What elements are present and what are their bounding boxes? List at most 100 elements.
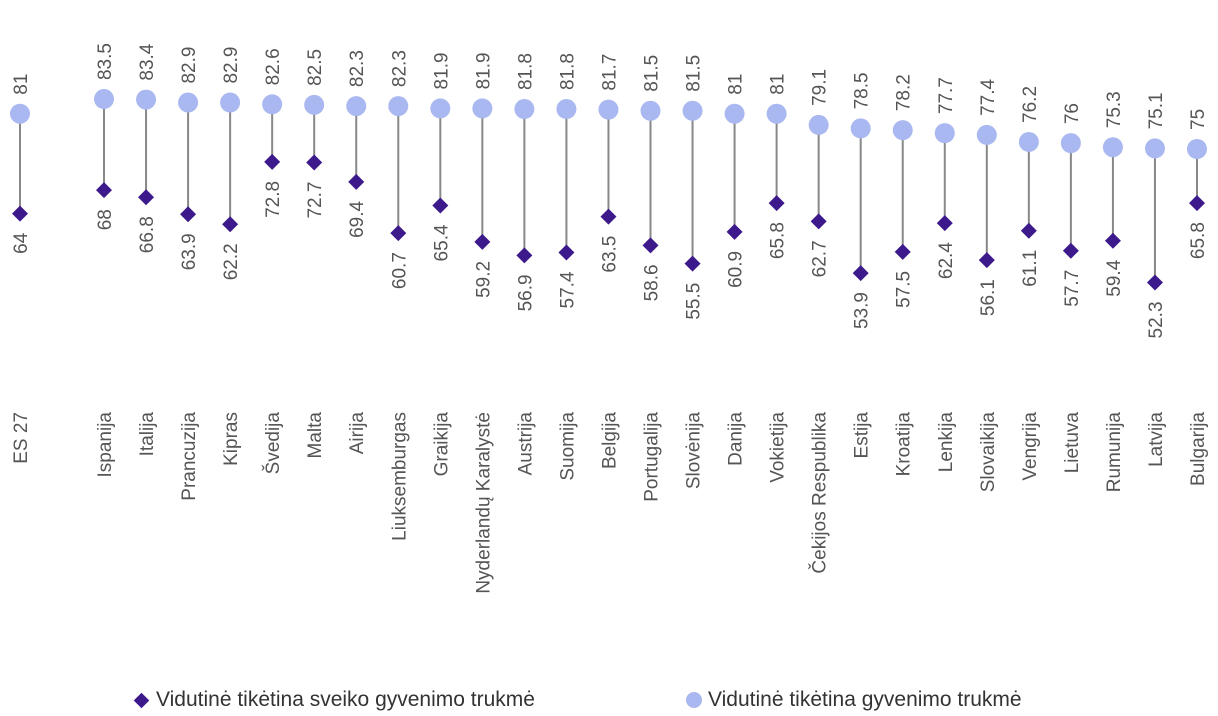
life-expectancy-point xyxy=(850,118,871,139)
country-label: Lenkija xyxy=(936,412,957,473)
life-expectancy-point xyxy=(136,89,157,110)
healthy-life-expectancy-point xyxy=(180,206,197,223)
healthy-life-expectancy-point xyxy=(1020,222,1037,239)
life-expectancy-point xyxy=(10,103,30,124)
life-expectancy-point xyxy=(1102,137,1123,158)
life-expectancy-value-label: 82.3 xyxy=(389,50,410,87)
life-expectancy-point xyxy=(976,124,997,145)
life-expectancy-value-label: 81.8 xyxy=(515,53,536,90)
healthy-life-expectancy-value-label: 65.4 xyxy=(431,224,452,261)
life-expectancy-value-label: 76 xyxy=(1062,103,1083,124)
healthy-life-expectancy-value-label: 72.8 xyxy=(263,181,284,218)
healthy-life-expectancy-point xyxy=(726,223,743,240)
healthy-life-expectancy-value-label: 69.4 xyxy=(347,200,368,237)
healthy-life-expectancy-value-label: 59.2 xyxy=(473,261,494,298)
healthy-life-expectancy-value-label: 52.3 xyxy=(1146,301,1167,338)
healthy-life-expectancy-point xyxy=(936,215,953,232)
healthy-life-expectancy-point xyxy=(642,237,659,254)
healthy-life-expectancy-point xyxy=(96,182,112,199)
healthy-life-expectancy-value-label: 63.5 xyxy=(599,236,620,273)
life-expectancy-point xyxy=(1144,138,1165,159)
healthy-life-expectancy-point xyxy=(558,244,575,261)
country-label: Kipras xyxy=(221,412,242,466)
life-expectancy-value-label: 79.1 xyxy=(810,69,831,106)
healthy-life-expectancy-point xyxy=(810,213,827,230)
life-expectancy-value-label: 75.1 xyxy=(1146,92,1167,129)
healthy-life-expectancy-value-label: 56.1 xyxy=(978,279,999,316)
circle-marker-icon xyxy=(686,692,702,708)
country-label: Danija xyxy=(726,412,747,466)
life-expectancy-value-label: 76.2 xyxy=(1020,86,1041,123)
healthy-life-expectancy-point xyxy=(390,225,407,242)
life-expectancy-value-label: 81.7 xyxy=(599,54,620,91)
healthy-life-expectancy-value-label: 61.1 xyxy=(1020,250,1041,287)
life-expectancy-value-label: 81 xyxy=(726,74,747,95)
country-label: Vengrija xyxy=(1020,412,1041,481)
country-label: Slovaikija xyxy=(978,412,999,493)
healthy-life-expectancy-value-label: 56.9 xyxy=(515,274,536,311)
life-expectancy-value-label: 82.5 xyxy=(305,49,326,86)
healthy-life-expectancy-point xyxy=(894,243,911,260)
life-expectancy-value-label: 83.5 xyxy=(95,43,116,80)
healthy-life-expectancy-point xyxy=(348,173,365,190)
healthy-life-expectancy-value-label: 62.4 xyxy=(936,242,957,279)
healthy-life-expectancy-point xyxy=(852,265,869,282)
healthy-life-expectancy-value-label: 60.7 xyxy=(389,252,410,289)
healthy-life-expectancy-point xyxy=(1104,232,1121,249)
life-expectancy-points xyxy=(10,89,1207,159)
diamond-marker-icon xyxy=(133,692,150,708)
life-expectancy-value-label: 77.4 xyxy=(978,78,999,115)
life-expectancy-point xyxy=(640,100,661,121)
country-label: Italija xyxy=(137,412,158,457)
life-expectancy-point xyxy=(430,98,451,119)
country-label: Bulgarija xyxy=(1188,412,1209,486)
healthy-life-expectancy-point xyxy=(684,255,701,272)
country-label: Estija xyxy=(852,412,873,459)
healthy-life-expectancy-point xyxy=(138,189,155,206)
life-expectancy-point xyxy=(724,103,745,124)
country-label: Portugalija xyxy=(642,412,663,502)
country-label: Švedija xyxy=(262,412,284,475)
healthy-life-expectancy-value-label: 72.7 xyxy=(305,182,326,219)
healthy-life-expectancy-point xyxy=(978,252,995,269)
life-expectancy-point xyxy=(682,100,703,121)
life-expectancy-point xyxy=(304,94,325,115)
country-label: Ispanija xyxy=(95,412,116,478)
life-expectancy-point xyxy=(766,103,787,124)
life-expectancy-point xyxy=(1018,131,1039,152)
healthy-life-expectancy-value-label: 65.8 xyxy=(768,222,789,259)
life-expectancy-value-label: 81.5 xyxy=(684,55,705,92)
legend-item-life-expectancy: Vidutinė tikėtina gyvenimo trukmė xyxy=(686,686,1022,714)
healthy-life-expectancy-point xyxy=(768,195,785,212)
healthy-life-expectancy-point xyxy=(12,205,28,222)
healthy-life-expectancy-value-label: 57.5 xyxy=(894,271,915,308)
life-expectancy-point xyxy=(220,92,241,113)
country-label: Slovėnija xyxy=(684,412,705,490)
country-label: Suomija xyxy=(557,412,578,481)
life-expectancy-point xyxy=(262,94,283,115)
life-expectancy-point xyxy=(808,114,829,135)
life-expectancy-value-label: 75.3 xyxy=(1104,91,1125,128)
country-label: Latvija xyxy=(1146,412,1167,467)
healthy-life-expectancy-value-label: 63.9 xyxy=(179,233,200,270)
life-expectancy-value-label: 82.3 xyxy=(347,50,368,87)
country-label: ES 27 xyxy=(11,412,32,464)
life-expectancy-point xyxy=(934,123,955,144)
life-expectancy-value-label: 75 xyxy=(1188,109,1209,130)
healthy-life-expectancy-value-label: 58.6 xyxy=(642,264,663,301)
healthy-life-expectancy-point xyxy=(264,153,281,170)
life-expectancy-point xyxy=(346,96,367,117)
healthy-life-expectancy-value-label: 57.4 xyxy=(557,271,578,308)
healthy-life-expectancy-labels: 64 68 66.8 63.9 62.2 72.8 72.7 69.4 60.7 65.4 59.2… xyxy=(11,181,1209,339)
life-expectancy-point xyxy=(1060,133,1081,154)
life-expectancy-value-label: 78.2 xyxy=(894,74,915,111)
life-expectancy-value-label: 82.6 xyxy=(263,48,284,85)
healthy-life-expectancy-value-label: 65.8 xyxy=(1188,222,1209,259)
healthy-life-expectancy-point xyxy=(1189,195,1205,212)
healthy-life-expectancy-point xyxy=(516,247,533,264)
healthy-life-expectancy-points xyxy=(12,153,1205,291)
life-expectancy-value-label: 81.9 xyxy=(431,52,452,89)
life-expectancy-point xyxy=(556,99,577,120)
healthy-life-expectancy-point xyxy=(222,216,239,233)
